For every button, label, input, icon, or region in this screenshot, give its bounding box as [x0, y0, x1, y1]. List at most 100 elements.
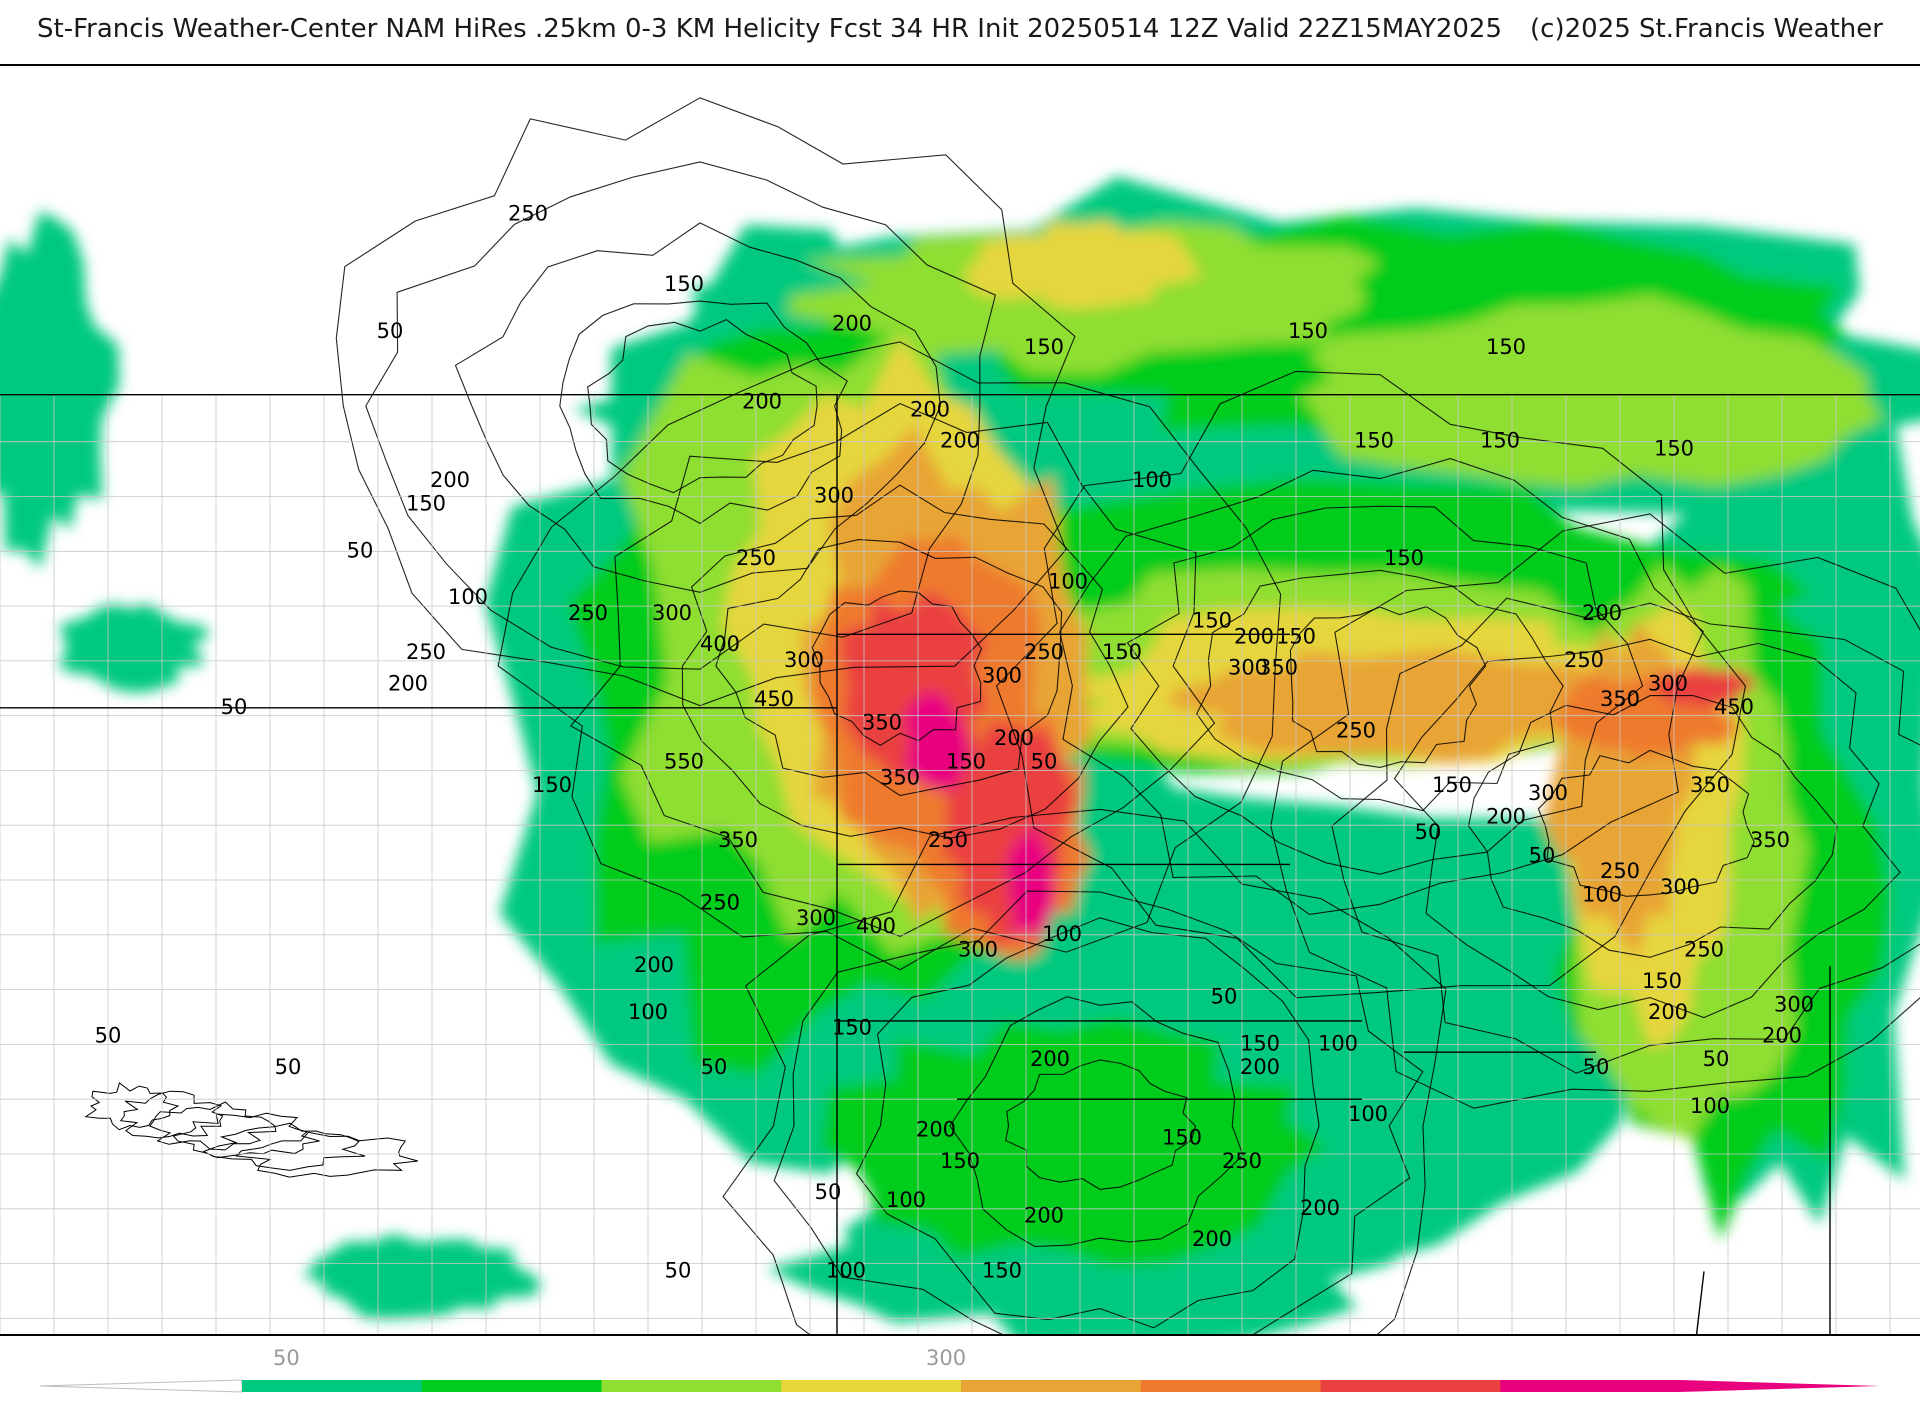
contour-label: 200 [1234, 624, 1274, 648]
contour-label: 150 [1192, 609, 1232, 633]
contour-label: 300 [784, 648, 824, 672]
colorbar-segment [1500, 1380, 1680, 1392]
contour-label: 50 [815, 1180, 842, 1204]
colorbar-segment [781, 1380, 961, 1392]
contour-label: 350 [1600, 687, 1640, 711]
contour-label: 100 [1348, 1102, 1388, 1126]
contour-label: 100 [628, 1000, 668, 1024]
helicity-contour-line [86, 1083, 178, 1130]
contour-label: 100 [1582, 883, 1622, 907]
contour-label: 200 [1300, 1196, 1340, 1220]
colorbar-segment [1141, 1380, 1321, 1392]
contour-label: 200 [994, 726, 1034, 750]
contour-label: 50 [665, 1258, 692, 1282]
contour-label: 350 [880, 765, 920, 789]
contour-label: 150 [1024, 335, 1064, 359]
contour-label: 200 [1486, 804, 1526, 828]
contour-label: 150 [664, 272, 704, 296]
contour-label: 250 [508, 202, 548, 226]
contour-label: 300 [796, 906, 836, 930]
contour-label: 300 [1774, 992, 1814, 1016]
contour-label: 50 [1529, 844, 1556, 868]
contour-label: 250 [700, 891, 740, 915]
helicity-contour-line [236, 1132, 418, 1177]
contour-label: 200 [1762, 1024, 1802, 1048]
contour-label: 200 [1582, 601, 1622, 625]
contour-label: 150 [1486, 335, 1526, 359]
colorbar-right-arrow [1680, 1380, 1880, 1392]
contour-label: 200 [1030, 1047, 1070, 1071]
contour-label: 300 [1660, 875, 1700, 899]
colorbar-segment [422, 1380, 602, 1392]
contour-label: 50 [1703, 1047, 1730, 1071]
contour-label: 150 [1432, 773, 1472, 797]
contour-label: 250 [568, 601, 608, 625]
contour-label: 150 [982, 1258, 1022, 1282]
colorbar-left-arrow [40, 1380, 242, 1392]
contour-label: 150 [1240, 1031, 1280, 1055]
contour-label: 200 [910, 397, 950, 421]
contour-label: 200 [916, 1118, 956, 1142]
contour-label: 250 [1600, 859, 1640, 883]
contour-label: 250 [1336, 718, 1376, 742]
contour-label: 150 [1288, 319, 1328, 343]
contour-label: 200 [430, 468, 470, 492]
state-boundary [1692, 1271, 1704, 1334]
contour-label: 150 [406, 491, 446, 515]
contour-label: 100 [1132, 468, 1172, 492]
contour-label: 250 [1222, 1149, 1262, 1173]
colorbar-tick-label: 50 [273, 1346, 300, 1370]
contour-label: 250 [928, 828, 968, 852]
contour-label: 50 [1031, 750, 1058, 774]
colorbar-tick-label: 300 [926, 1346, 966, 1370]
contour-label: 50 [1211, 984, 1238, 1008]
contour-label: 450 [1714, 695, 1754, 719]
map-title: St-Francis Weather-Center NAM HiRes .25k… [0, 14, 1920, 44]
contour-label: 200 [1648, 1000, 1688, 1024]
contour-label: 100 [1042, 922, 1082, 946]
contour-label: 300 [982, 664, 1022, 688]
contour-label: 50 [95, 1024, 122, 1048]
contour-label: 400 [856, 914, 896, 938]
contour-label: 150 [946, 750, 986, 774]
helicity-fill-region [58, 604, 210, 693]
colorbar: 50 300 [0, 1336, 1920, 1400]
contour-label: 200 [1024, 1204, 1064, 1228]
contour-label: 250 [1684, 938, 1724, 962]
contour-label: 200 [940, 429, 980, 453]
contour-label: 350 [862, 711, 902, 735]
contour-label: 350 [1750, 828, 1790, 852]
contour-label: 50 [377, 319, 404, 343]
contour-label: 200 [742, 390, 782, 414]
contour-label: 200 [832, 311, 872, 335]
contour-label: 350 [1258, 656, 1298, 680]
contour-label: 50 [275, 1055, 302, 1079]
contour-label: 250 [736, 546, 776, 570]
contour-label: 200 [388, 671, 428, 695]
contour-label: 150 [832, 1016, 872, 1040]
contour-label: 300 [1648, 671, 1688, 695]
contour-label: 250 [406, 640, 446, 664]
contour-label: 100 [448, 585, 488, 609]
helicity-fill-region [0, 211, 119, 569]
contour-label: 150 [1102, 640, 1142, 664]
contour-label: 300 [958, 938, 998, 962]
contour-label: 100 [826, 1258, 866, 1282]
contour-label: 100 [1318, 1031, 1358, 1055]
contour-label: 150 [532, 773, 572, 797]
contour-label: 50 [701, 1055, 728, 1079]
colorbar-segment [961, 1380, 1141, 1392]
contour-label: 200 [1192, 1227, 1232, 1251]
contour-label: 250 [1024, 640, 1064, 664]
contour-label: 200 [1240, 1055, 1280, 1079]
contour-label: 550 [664, 750, 704, 774]
contour-label: 50 [347, 538, 374, 562]
helicity-contour-line [121, 1091, 223, 1138]
contour-label: 150 [1654, 437, 1694, 461]
contour-label: 150 [1354, 429, 1394, 453]
contour-label: 150 [1162, 1125, 1202, 1149]
contour-label: 350 [1690, 773, 1730, 797]
contour-label: 250 [1564, 648, 1604, 672]
